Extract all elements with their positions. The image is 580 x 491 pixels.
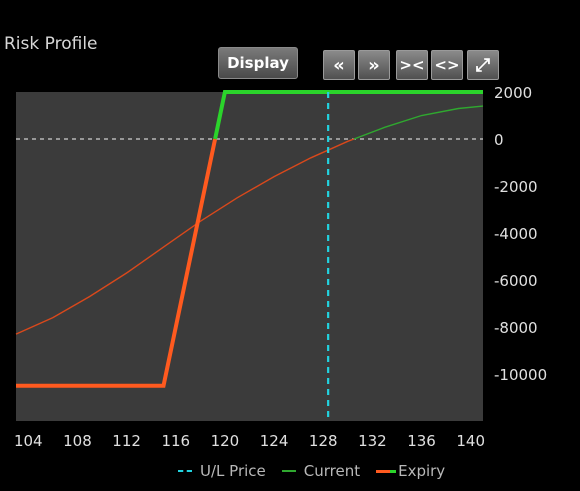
expiry-swatch-icon [376, 469, 391, 473]
x-tick-label: 104 [14, 432, 43, 450]
double-chevron-right-icon[interactable]: » [358, 50, 390, 80]
x-tick-label: 132 [358, 432, 387, 450]
x-tick-label: 140 [456, 432, 485, 450]
ul-price-swatch-icon [178, 470, 192, 472]
x-tick-label: 108 [63, 432, 92, 450]
x-tick-label: 120 [211, 432, 240, 450]
expiry-line-loss [16, 138, 218, 388]
expiry-line-profit [213, 90, 483, 140]
legend-label-current: Current [303, 462, 361, 480]
legend-label-ul-price: U/L Price [200, 462, 266, 480]
y-tick-label: -8000 [494, 319, 538, 337]
current-swatch-icon [281, 470, 296, 472]
x-tick-label: 136 [407, 432, 436, 450]
legend-item-current: Current [281, 462, 361, 480]
current-line-loss [15, 138, 355, 335]
chart-legend: U/L Price Current Expiry [178, 461, 445, 481]
y-tick-label: 2000 [494, 84, 532, 102]
expand-arrows-icon[interactable]: <> [431, 50, 463, 80]
legend-item-ul-price: U/L Price [178, 462, 266, 480]
legend-label-expiry: Expiry [398, 462, 446, 480]
double-chevron-left-icon[interactable]: « [323, 50, 355, 80]
legend-item-expiry: Expiry [376, 462, 445, 480]
y-tick-label: -6000 [494, 272, 538, 290]
x-tick-label: 124 [260, 432, 289, 450]
collapse-arrows-icon[interactable]: >< [396, 50, 428, 80]
y-tick-label: 0 [494, 131, 504, 149]
x-tick-label: 112 [112, 432, 141, 450]
current-line-profit [353, 105, 484, 140]
display-button[interactable]: Display [218, 47, 298, 79]
y-tick-label: -10000 [494, 366, 547, 384]
x-tick-label: 116 [161, 432, 190, 450]
x-tick-label: 128 [309, 432, 338, 450]
plot-background [16, 92, 483, 421]
fullscreen-icon[interactable]: ⤢ [467, 50, 499, 80]
panel-title: Risk Profile [4, 34, 98, 54]
y-tick-label: -4000 [494, 225, 538, 243]
y-tick-label: -2000 [494, 178, 538, 196]
